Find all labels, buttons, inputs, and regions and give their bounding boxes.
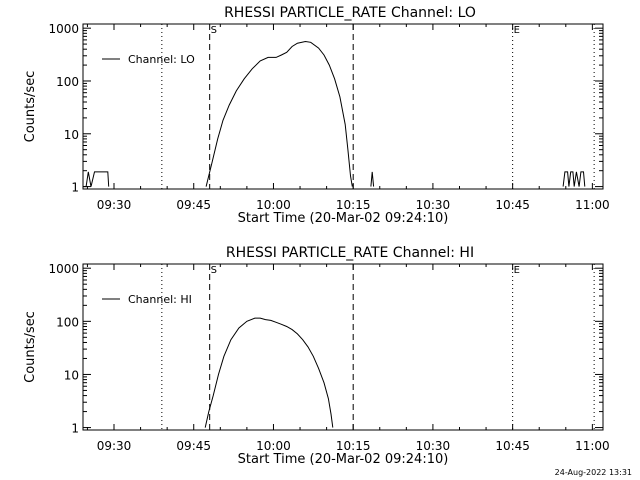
series-line [370, 171, 375, 187]
x-tick-label: 10:30 [416, 198, 451, 212]
y-tick-label: 1 [71, 422, 79, 436]
series-line [562, 171, 586, 187]
marker-label: S [211, 265, 217, 276]
legend-label: Channel: LO [128, 53, 195, 66]
x-tick-label: 09:30 [97, 439, 132, 453]
x-tick-label: 10:15 [336, 198, 371, 212]
plot-frame [82, 263, 604, 431]
marker-label: S [211, 25, 217, 36]
series-line [205, 40, 353, 187]
x-tick-label: 10:45 [495, 439, 530, 453]
marker-label: E [514, 25, 520, 36]
legend-label: Channel: HI [128, 293, 192, 306]
timestamp-label: 24-Aug-2022 13:31 [554, 468, 632, 477]
marker-label: E [514, 265, 520, 276]
x-tick-label: 09:45 [176, 439, 211, 453]
x-tick-label: 10:00 [256, 439, 291, 453]
x-tick-label: 09:45 [176, 198, 211, 212]
series-line [204, 317, 334, 428]
y-tick-label: 1000 [48, 262, 79, 276]
x-axis-label: Start Time (20-Mar-02 09:24:10) [238, 211, 449, 226]
x-tick-label: 11:00 [575, 439, 610, 453]
y-tick-label: 1 [71, 181, 79, 195]
y-tick-label: 100 [56, 75, 79, 89]
plot-frame [82, 23, 604, 190]
chart-title: RHESSI PARTICLE_RATE Channel: HI [226, 245, 474, 261]
series-line [83, 171, 110, 188]
x-tick-label: 11:00 [575, 198, 610, 212]
y-tick-label: 10 [64, 368, 79, 382]
x-axis-label: Start Time (20-Mar-02 09:24:10) [238, 452, 449, 467]
x-tick-label: 10:30 [416, 439, 451, 453]
x-tick-label: 10:00 [256, 198, 291, 212]
x-tick-label: 10:15 [336, 439, 371, 453]
y-axis-label: Counts/sec [23, 71, 38, 143]
y-axis-label: Counts/sec [23, 311, 38, 383]
y-tick-label: 1000 [48, 22, 79, 36]
y-tick-label: 100 [56, 315, 79, 329]
y-tick-label: 10 [64, 128, 79, 142]
chart-title: RHESSI PARTICLE_RATE Channel: LO [224, 5, 476, 21]
x-tick-label: 09:30 [97, 198, 132, 212]
x-tick-label: 10:45 [495, 198, 530, 212]
